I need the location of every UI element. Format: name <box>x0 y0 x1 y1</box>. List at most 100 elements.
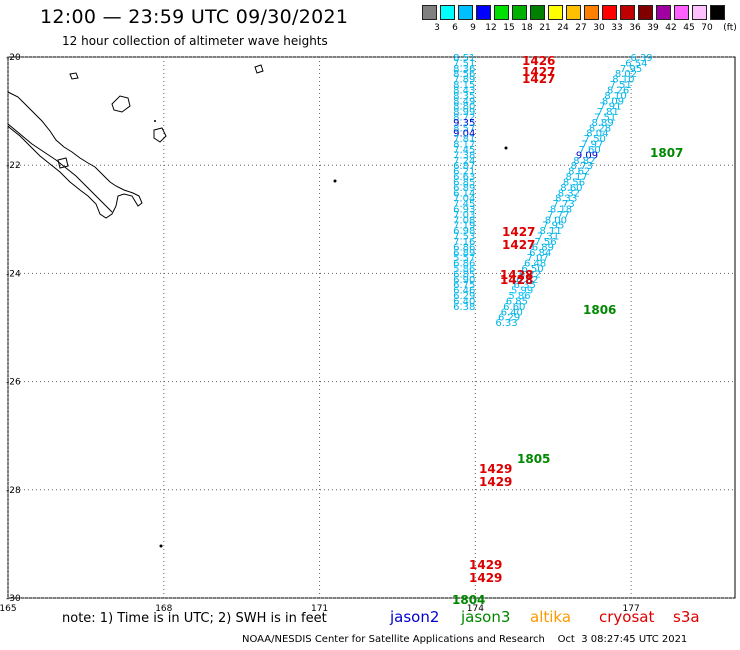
x-tick-label: 174 <box>467 604 484 614</box>
swh-value: 8.11 <box>540 226 562 237</box>
swh-value: 8.15 <box>453 80 475 91</box>
swh-value: 8.09 <box>602 96 624 107</box>
scale-label: 36 <box>629 23 641 33</box>
swh-value: 6.98 <box>453 226 475 237</box>
swh-value: 8.80 <box>453 102 475 113</box>
time-label: 1427 <box>502 238 535 252</box>
mission-label: jason3 <box>461 608 511 626</box>
scale-swatch <box>656 5 671 20</box>
swh-value: 6.48 <box>524 259 546 270</box>
island-outline <box>111 95 131 113</box>
swh-value: 7.08 <box>453 215 475 226</box>
swh-value: 9.09 <box>576 150 598 161</box>
swh-value: 7.51 <box>594 113 616 124</box>
swh-value: 6.40 <box>453 296 475 307</box>
swh-value: 8.82 <box>573 156 595 167</box>
scale-label: 42 <box>665 23 677 33</box>
swh-track-west: 8.517.518.368.567.898.158.438.358.498.80… <box>453 53 475 313</box>
scale-swatch <box>638 5 653 20</box>
swh-value: 6.86 <box>453 242 475 253</box>
scale-label: 24 <box>557 23 569 33</box>
swh-value: 8.60 <box>560 183 582 194</box>
swh-value: 7.51 <box>453 58 475 69</box>
time-label: 1807 <box>650 146 683 160</box>
time-label: 1805 <box>517 452 550 466</box>
scale-swatch <box>584 5 599 20</box>
swh-value: 6.93 <box>453 204 475 215</box>
swh-value: 7.31 <box>537 232 559 243</box>
swh-value: 8.33 <box>555 194 577 205</box>
swh-value: 8.36 <box>453 64 475 75</box>
swh-value: 7.38 <box>453 150 475 161</box>
island-outline <box>254 64 264 74</box>
scale-swatch <box>422 5 437 20</box>
swh-value: 7.89 <box>453 75 475 86</box>
time-label: 1429 <box>469 571 502 585</box>
mission-label: cryosat <box>599 608 655 626</box>
scale-label: 45 <box>683 23 695 33</box>
scale-label: 21 <box>539 23 551 33</box>
chart-subtitle: 12 hour collection of altimeter wave hei… <box>62 34 328 48</box>
y-tick-label: -24 <box>6 269 21 279</box>
swh-value: 5.86 <box>508 291 530 302</box>
swh-value: 8.62 <box>568 167 590 178</box>
mission-label: s3a <box>673 608 700 626</box>
swh-value: 5.86 <box>453 264 475 275</box>
swh-value: 8.04 <box>586 129 608 140</box>
swh-value: 7.03 <box>453 210 475 221</box>
island-outline <box>7 123 113 213</box>
scale-label: 27 <box>575 23 587 33</box>
swh-value: 6.89 <box>532 242 554 253</box>
swh-value: 8.56 <box>563 177 585 188</box>
swh-value: 7.73 <box>553 199 575 210</box>
swh-value: 6.54 <box>625 58 647 69</box>
swh-value: 8.00 <box>545 215 567 226</box>
scale-unit: (ft) <box>723 23 737 33</box>
scale-swatch <box>494 5 509 20</box>
island-outline <box>153 127 167 143</box>
island-outline <box>7 91 143 219</box>
swh-value: 8.51 <box>453 53 475 64</box>
swh-value: 8.73 <box>571 161 593 172</box>
swh-value: 7.07 <box>527 253 549 264</box>
scale-label: 70 <box>701 23 713 33</box>
swh-value: 7.24 <box>453 156 475 167</box>
time-label: 1426 <box>522 54 555 68</box>
x-tick-label: 171 <box>311 604 328 614</box>
swh-value: 6.63 <box>453 172 475 183</box>
swh-value: 7.50 <box>584 134 606 145</box>
swh-value: 7.16 <box>453 237 475 248</box>
x-tick-label: 177 <box>623 604 640 614</box>
swh-value: 8.89 <box>591 118 613 129</box>
scale-swatch <box>692 5 707 20</box>
swh-value: 6.46 <box>453 286 475 297</box>
swh-value: 6.22 <box>519 269 541 280</box>
scale-swatch <box>620 5 635 20</box>
swh-value: 7.81 <box>597 107 619 118</box>
scale-swatch <box>674 5 689 20</box>
swh-value: 6.50 <box>521 264 543 275</box>
swh-value: 7.45 <box>453 199 475 210</box>
swh-value: 6.75 <box>453 280 475 291</box>
swh-value: 6.39 <box>630 53 652 64</box>
swh-value: 5.99 <box>511 286 533 297</box>
scale-label: 6 <box>452 23 458 33</box>
swh-value: 7.45 <box>453 145 475 156</box>
swh-value: 8.35 <box>453 91 475 102</box>
swh-value: 7.51 <box>610 80 632 91</box>
swh-value: 6.29 <box>453 291 475 302</box>
time-label: 1429 <box>479 462 512 476</box>
swh-value: 7.95 <box>542 221 564 232</box>
swh-value: 8.10 <box>612 75 634 86</box>
chart-title: 12:00 — 23:59 UTC 09/30/2021 <box>40 6 349 28</box>
swh-value: 6.86 <box>453 259 475 270</box>
swh-value: 8.56 <box>453 69 475 80</box>
swh-value: 6.85 <box>506 296 528 307</box>
scale-label: 15 <box>503 23 515 33</box>
swh-value: 6.85 <box>453 269 475 280</box>
time-label: 1427 <box>502 225 535 239</box>
scale-swatch <box>602 5 617 20</box>
swh-value: 6.87 <box>453 161 475 172</box>
swh-value: 8.17 <box>453 140 475 151</box>
